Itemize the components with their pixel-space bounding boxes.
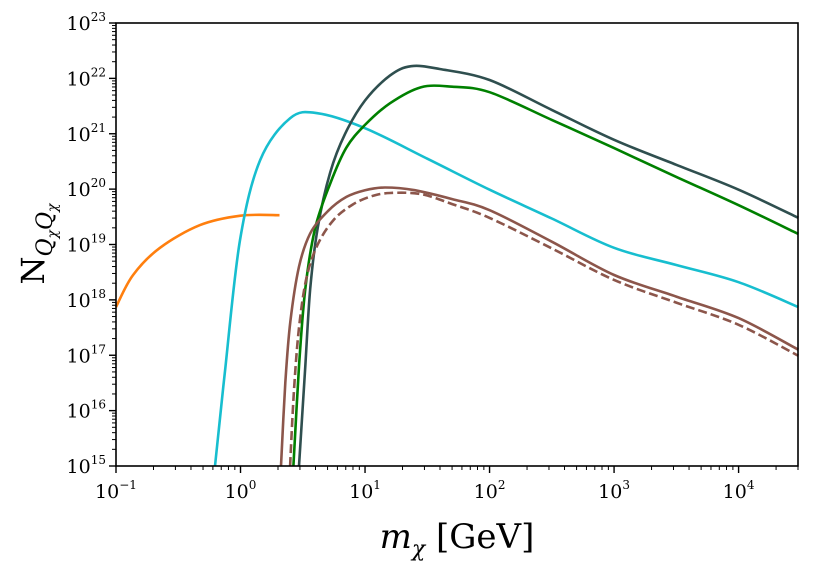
y-axis-label-sub-chi1: χ: [45, 228, 61, 239]
y-axis-label-sub-q1: Q: [33, 238, 58, 256]
x-tick-label: 101: [349, 478, 381, 503]
x-axis-label: mχ [GeV]: [380, 517, 535, 562]
x-axis-label-symbol: m: [380, 517, 412, 557]
y-axis-label-sub-q2: Q: [33, 212, 58, 230]
y-tick-label: 1019: [67, 232, 106, 257]
series-line-brown-dashed: [288, 191, 799, 467]
y-tick-label: 1022: [67, 65, 106, 90]
y-axis-label: NQχQχ: [14, 202, 61, 285]
y-tick-label: 1021: [67, 121, 106, 146]
y-tick-label: 1018: [67, 287, 106, 312]
y-tick-label: 1016: [67, 398, 106, 423]
y-axis-label-sub-chi2: χ: [45, 202, 61, 213]
x-axis-label-subscript: χ: [410, 537, 427, 562]
series-line-orange: [114, 213, 280, 308]
ticks-layer: 10−1 100 101 102 103 104 1015 1016 1017 1018 1019 1…: [67, 10, 799, 503]
series-line-dark-slate: [297, 64, 799, 467]
y-tick-label: 1017: [67, 342, 106, 367]
x-tick-label: 104: [723, 478, 755, 503]
y-tick-label: 1020: [67, 176, 106, 201]
series-layer: [114, 64, 799, 467]
x-tick-label: 100: [225, 478, 257, 503]
y-tick-label: 1015: [67, 453, 106, 478]
x-tick-label: 102: [474, 478, 506, 503]
y-axis-label-symbol: N: [14, 257, 52, 285]
series-line-cyan: [213, 110, 799, 467]
plot-frame: [115, 22, 799, 467]
x-axis-label-unit: [GeV]: [425, 517, 534, 557]
series-line-brown-solid: [279, 186, 799, 467]
x-tick-label: 103: [598, 478, 630, 503]
x-tick-label: 10−1: [95, 478, 137, 503]
series-line-green: [292, 84, 799, 467]
y-tick-label: 1023: [67, 10, 106, 35]
